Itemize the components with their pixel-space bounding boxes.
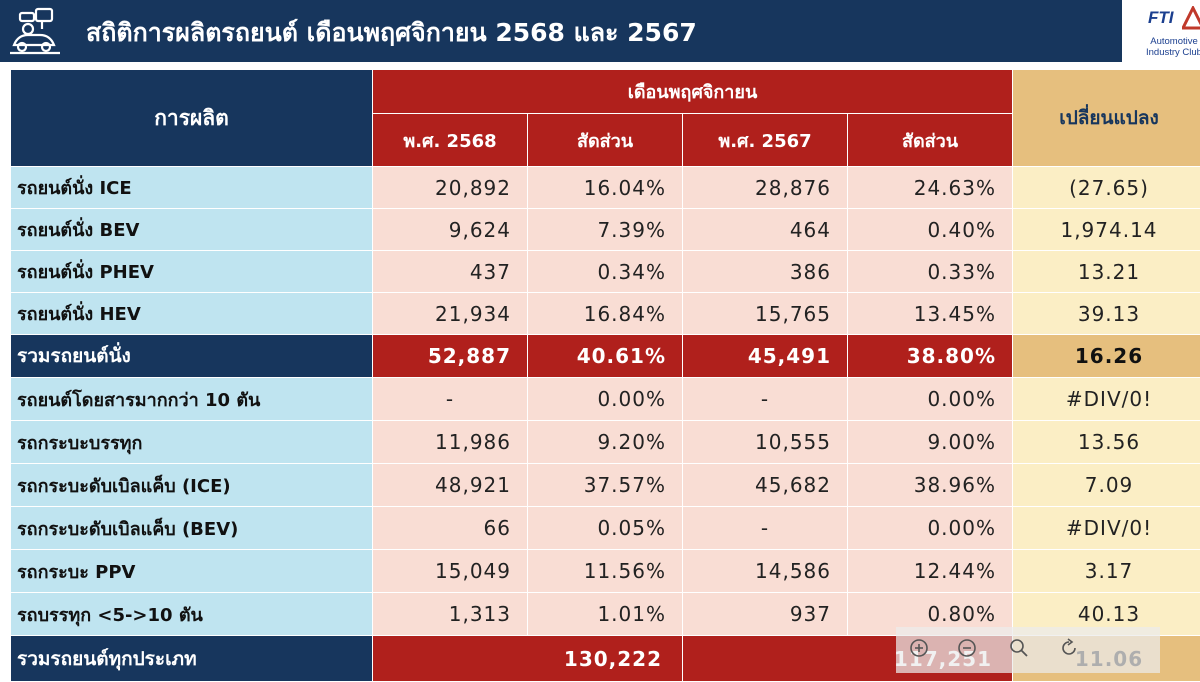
grand-total-label: รวมรถยนต์ทุกประเภท: [11, 636, 373, 682]
change-value: (27.65): [1013, 167, 1200, 209]
subtotal-share-2568: 40.61%: [528, 335, 683, 378]
share-2568: 16.04%: [528, 167, 683, 209]
change-value: 3.17: [1013, 550, 1200, 593]
row-label: รถกระบะดับเบิลแค็บ (BEV): [11, 507, 373, 550]
share-2568: 0.05%: [528, 507, 683, 550]
change-value: 13.56: [1013, 421, 1200, 464]
share-2568: 0.00%: [528, 378, 683, 421]
logo-subtitle-line1: Automotive: [1146, 36, 1200, 47]
value-2568: 20,892: [373, 167, 528, 209]
row-label: รถยนต์นั่ง HEV: [11, 293, 373, 335]
row-label: รถยนต์นั่ง BEV: [11, 209, 373, 251]
row-label: รถยนต์โดยสารมากกว่า 10 ตัน: [11, 378, 373, 421]
value-2567: -: [683, 507, 848, 550]
header-month: เดือนพฤศจิกายน: [373, 70, 1013, 114]
table-row: รถยนต์นั่ง HEV 21,934 16.84% 15,765 13.4…: [11, 293, 1200, 335]
value-2568: 48,921: [373, 464, 528, 507]
value-2567: 28,876: [683, 167, 848, 209]
logo-subtitle: Automotive Industry Club: [1146, 36, 1200, 58]
share-2568: 1.01%: [528, 593, 683, 636]
table-row: รถยนต์โดยสารมากกว่า 10 ตัน - 0.00% - 0.0…: [11, 378, 1200, 421]
logo-subtitle-line2: Industry Club: [1146, 47, 1200, 58]
share-2567: 0.40%: [848, 209, 1013, 251]
logo-triangle-icon: [1182, 6, 1200, 30]
value-2568: 66: [373, 507, 528, 550]
logo-text: FTI: [1148, 8, 1174, 28]
row-label: รถบรรทุก <5->10 ตัน: [11, 593, 373, 636]
value-2568: 9,624: [373, 209, 528, 251]
value-2568: 437: [373, 251, 528, 293]
table-row: รถกระบะบรรทุก 11,986 9.20% 10,555 9.00% …: [11, 421, 1200, 464]
change-value: 13.21: [1013, 251, 1200, 293]
subtotal-share-2567: 38.80%: [848, 335, 1013, 378]
share-2568: 0.34%: [528, 251, 683, 293]
share-2568: 7.39%: [528, 209, 683, 251]
row-label: รถยนต์นั่ง PHEV: [11, 251, 373, 293]
row-label: รถยนต์นั่ง ICE: [11, 167, 373, 209]
table-row: รถกระบะดับเบิลแค็บ (BEV) 66 0.05% - 0.00…: [11, 507, 1200, 550]
search-icon[interactable]: [1008, 637, 1030, 659]
subtotal-change: 16.26: [1013, 335, 1200, 378]
header-production: การผลิต: [11, 70, 373, 167]
zoom-in-icon[interactable]: [908, 637, 930, 659]
zoom-toolbar: [896, 627, 1160, 673]
row-label: รถกระบะดับเบิลแค็บ (ICE): [11, 464, 373, 507]
table-row: รถยนต์นั่ง BEV 9,624 7.39% 464 0.40% 1,9…: [11, 209, 1200, 251]
share-2567: 13.45%: [848, 293, 1013, 335]
share-2568: 16.84%: [528, 293, 683, 335]
subtotal-2568: 52,887: [373, 335, 528, 378]
change-value: 7.09: [1013, 464, 1200, 507]
value-2567: 45,682: [683, 464, 848, 507]
header-share-2568: สัดส่วน: [528, 114, 683, 167]
value-2568: 1,313: [373, 593, 528, 636]
table-row: รถยนต์นั่ง PHEV 437 0.34% 386 0.33% 13.2…: [11, 251, 1200, 293]
table-row: รถยนต์นั่ง ICE 20,892 16.04% 28,876 24.6…: [11, 167, 1200, 209]
share-2568: 9.20%: [528, 421, 683, 464]
value-2567: 937: [683, 593, 848, 636]
value-2567: 10,555: [683, 421, 848, 464]
table-row: รถกระบะ PPV 15,049 11.56% 14,586 12.44% …: [11, 550, 1200, 593]
production-table: การผลิต เดือนพฤศจิกายน เปลี่ยนแปลง พ.ศ. …: [10, 69, 1200, 682]
row-label: รถกระบะบรรทุก: [11, 421, 373, 464]
header-year-2568: พ.ศ. 2568: [373, 114, 528, 167]
share-2568: 37.57%: [528, 464, 683, 507]
header-year-2567: พ.ศ. 2567: [683, 114, 848, 167]
value-2567: 386: [683, 251, 848, 293]
table-row: รถกระบะดับเบิลแค็บ (ICE) 48,921 37.57% 4…: [11, 464, 1200, 507]
share-2567: 24.63%: [848, 167, 1013, 209]
subtotal-row: รวมรถยนต์นั่ง 52,887 40.61% 45,491 38.80…: [11, 335, 1200, 378]
subtotal-label: รวมรถยนต์นั่ง: [11, 335, 373, 378]
value-2567: 15,765: [683, 293, 848, 335]
value-2568: 11,986: [373, 421, 528, 464]
header-change: เปลี่ยนแปลง: [1013, 70, 1200, 167]
value-2567: 464: [683, 209, 848, 251]
share-2567: 0.33%: [848, 251, 1013, 293]
grand-total-2568: 130,222: [373, 636, 683, 682]
subtotal-2567: 45,491: [683, 335, 848, 378]
change-value: 39.13: [1013, 293, 1200, 335]
reset-icon[interactable]: [1058, 637, 1080, 659]
value-2568: 15,049: [373, 550, 528, 593]
share-2567: 0.00%: [848, 507, 1013, 550]
value-2568: -: [373, 378, 528, 421]
row-label: รถกระบะ PPV: [11, 550, 373, 593]
share-2568: 11.56%: [528, 550, 683, 593]
share-2567: 0.00%: [848, 378, 1013, 421]
share-2567: 9.00%: [848, 421, 1013, 464]
value-2567: -: [683, 378, 848, 421]
fti-logo: FTI Automotive Industry Club: [1122, 0, 1200, 62]
change-value: #DIV/0!: [1013, 378, 1200, 421]
factory-icon: [6, 5, 64, 57]
share-2567: 12.44%: [848, 550, 1013, 593]
value-2567: 14,586: [683, 550, 848, 593]
zoom-out-icon[interactable]: [956, 637, 978, 659]
value-2568: 21,934: [373, 293, 528, 335]
title-bar: สถิติการผลิตรถยนต์ เดือนพฤศจิกายน 2568 แ…: [0, 0, 1122, 62]
change-value: 1,974.14: [1013, 209, 1200, 251]
page-title: สถิติการผลิตรถยนต์ เดือนพฤศจิกายน 2568 แ…: [86, 13, 697, 53]
change-value: #DIV/0!: [1013, 507, 1200, 550]
share-2567: 38.96%: [848, 464, 1013, 507]
header-share-2567: สัดส่วน: [848, 114, 1013, 167]
